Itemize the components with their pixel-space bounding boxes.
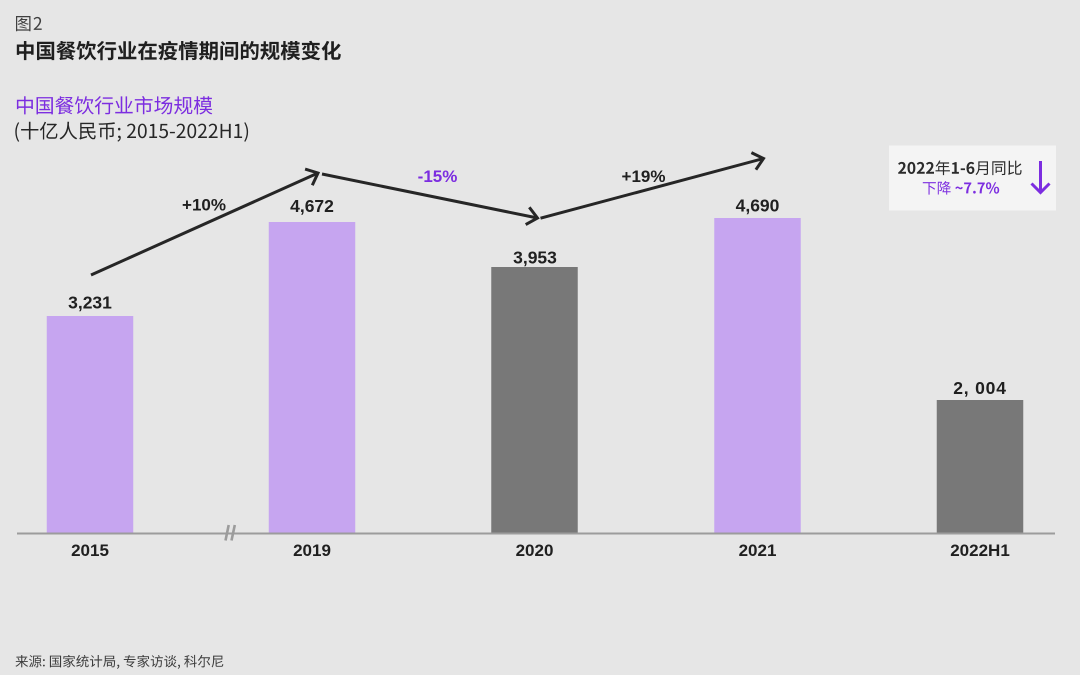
svg-text:2021: 2021 [739, 541, 777, 560]
svg-text:3,953: 3,953 [513, 248, 557, 268]
svg-text:2022H1: 2022H1 [950, 541, 1010, 560]
svg-text:4,672: 4,672 [290, 196, 334, 216]
svg-text:2019: 2019 [293, 541, 331, 560]
svg-text:2, 004: 2, 004 [953, 378, 1006, 398]
svg-text:3,231: 3,231 [68, 293, 112, 313]
svg-text:2015: 2015 [71, 541, 109, 560]
svg-text:2020: 2020 [516, 541, 554, 560]
svg-text:4,690: 4,690 [736, 196, 780, 216]
svg-text:-15%: -15% [418, 167, 458, 186]
svg-text:+10%: +10% [182, 196, 226, 215]
svg-text:+19%: +19% [622, 167, 666, 186]
